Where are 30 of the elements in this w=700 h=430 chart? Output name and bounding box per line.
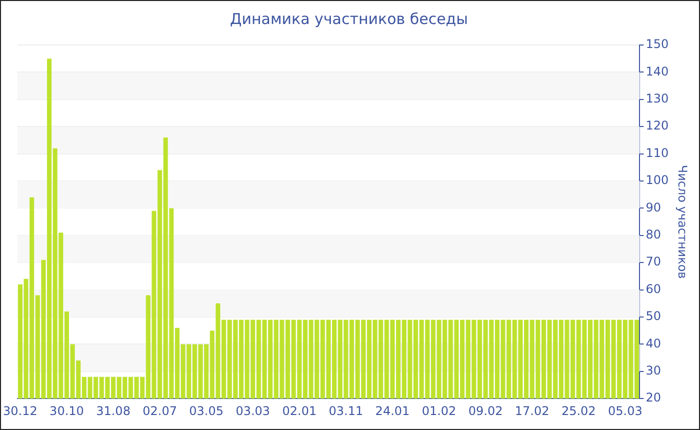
x-tick-label: 02.07 [142,404,177,418]
y-tick-label: 40 [646,336,661,350]
x-tick-label: 30.10 [50,404,84,418]
x-tick-label: 17.02 [514,404,550,418]
x-tick-label: 01.02 [422,404,456,418]
y-tick-label: 70 [646,254,661,269]
x-tick-label: 03.05 [189,404,224,418]
y-tick-label: 20 [646,390,661,405]
x-tick-label: 03.11 [328,404,364,418]
x-tick-label: 24.01 [375,404,410,418]
y-tick-label: 30 [646,364,661,378]
x-tick-label: 30.12 [3,404,38,418]
x-tick-label: 31.08 [96,404,130,418]
y-tick-label: 80 [646,228,661,242]
y-tick-label: 90 [646,200,661,214]
y-tick-label: 130 [646,92,669,106]
x-tick-label: 03.03 [236,404,270,418]
x-tick-label: 09.02 [468,404,503,418]
x-tick-label: 05.03 [608,404,642,418]
y-tick-label: 60 [646,282,661,296]
y-axis-title: Число участников [676,164,690,279]
y-tick-label: 120 [646,118,669,133]
y-tick-label: 150 [646,37,669,52]
x-tick-label: 02.01 [282,404,317,418]
x-tick-label: 25.02 [561,404,596,418]
y-tick-label: 110 [646,146,669,160]
y-tick-label: 140 [646,64,669,78]
y-tick-label: 100 [646,173,669,188]
y-tick-label: 50 [646,309,661,324]
chart-title: Динамика участников беседы [230,10,468,28]
